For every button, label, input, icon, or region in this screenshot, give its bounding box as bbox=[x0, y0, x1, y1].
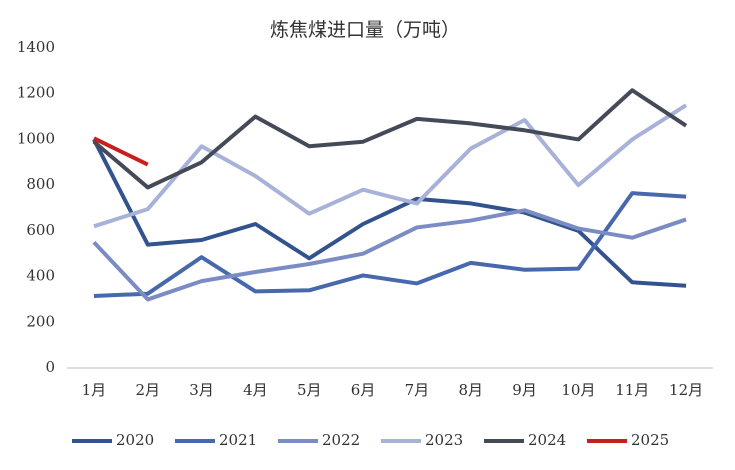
series-line bbox=[92, 208, 687, 302]
x-tick-label: 1月 bbox=[82, 381, 107, 399]
chart-title: 炼焦煤进口量（万吨） bbox=[270, 19, 460, 41]
legend-label: 2022 bbox=[322, 431, 360, 449]
x-tick-label: 3月 bbox=[189, 381, 214, 399]
legend-label: 2024 bbox=[528, 431, 566, 449]
x-tick-label: 7月 bbox=[405, 381, 430, 399]
y-tick-label: 1400 bbox=[17, 38, 55, 56]
x-tick-label: 11月 bbox=[615, 381, 649, 399]
x-tick-label: 6月 bbox=[351, 381, 376, 399]
series-line bbox=[92, 88, 688, 190]
series-line bbox=[93, 103, 688, 229]
legend-label: 2021 bbox=[219, 431, 257, 449]
y-tick-label: 1000 bbox=[17, 129, 55, 147]
y-tick-label: 1200 bbox=[17, 84, 55, 102]
y-tick-label: 800 bbox=[26, 175, 55, 193]
x-tick-label: 5月 bbox=[297, 381, 322, 399]
series-line bbox=[93, 136, 149, 167]
legend-label: 2023 bbox=[425, 431, 463, 449]
x-tick-label: 10月 bbox=[561, 381, 595, 399]
y-tick-label: 400 bbox=[26, 267, 55, 285]
y-tick-label: 200 bbox=[26, 312, 55, 330]
x-tick-label: 12月 bbox=[669, 381, 703, 399]
y-tick-label: 0 bbox=[45, 358, 55, 376]
x-tick-label: 8月 bbox=[458, 381, 483, 399]
series-line bbox=[93, 191, 687, 298]
x-tick-label: 2月 bbox=[135, 381, 160, 399]
legend-label: 2025 bbox=[631, 431, 669, 449]
x-tick-label: 4月 bbox=[243, 381, 268, 399]
x-tick-label: 9月 bbox=[512, 381, 537, 399]
series-line bbox=[92, 138, 687, 288]
legend-label: 2020 bbox=[116, 431, 154, 449]
y-tick-label: 600 bbox=[26, 221, 55, 239]
